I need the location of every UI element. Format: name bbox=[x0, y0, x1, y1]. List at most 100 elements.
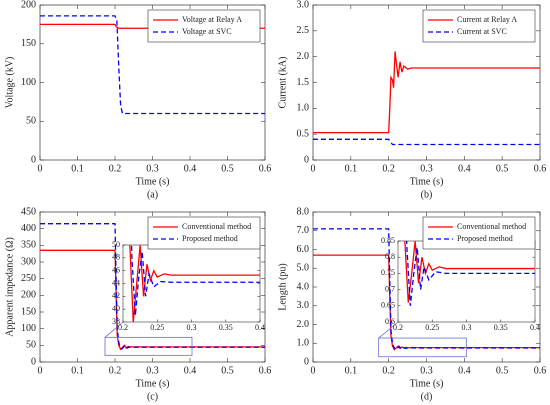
legend-box bbox=[422, 9, 536, 43]
series-line bbox=[130, 245, 260, 316]
y-tick-label: 5.0 bbox=[297, 263, 310, 274]
y-tick-label: 150 bbox=[21, 306, 36, 317]
y-tick-label: 0.7 bbox=[385, 284, 395, 293]
x-tick-label: 0.25 bbox=[425, 323, 439, 332]
y-tick-label: 2.0 bbox=[297, 51, 310, 62]
y-tick-label: 50 bbox=[112, 240, 120, 249]
y-tick-label: 300 bbox=[21, 256, 36, 267]
x-tick-label: 0.4 bbox=[184, 163, 197, 174]
x-tick-label: 0.4 bbox=[458, 365, 471, 376]
x-tick-label: 0.3 bbox=[146, 365, 159, 376]
y-tick-label: 0.5 bbox=[297, 128, 310, 139]
y-tick-label: 150 bbox=[21, 38, 36, 49]
plot-area bbox=[313, 51, 540, 146]
caption: (b) bbox=[421, 189, 433, 200]
y-tick-label: 200 bbox=[21, 0, 36, 10]
x-tick-label: 0.4 bbox=[255, 323, 265, 332]
y-tick-label: 100 bbox=[21, 323, 36, 334]
x-tick-label: 0.4 bbox=[530, 323, 540, 332]
x-tick-label: 0.1 bbox=[345, 365, 358, 376]
zoom-region bbox=[104, 336, 193, 356]
x-tick-label: 0.2 bbox=[109, 365, 122, 376]
y-tick-label: 250 bbox=[21, 273, 36, 284]
legend-label: Proposed method bbox=[182, 234, 238, 243]
y-axis-label: Apparent impedance (Ω) bbox=[4, 237, 15, 337]
legend-label: Current at Relay A bbox=[457, 15, 517, 24]
caption: (a) bbox=[147, 189, 158, 200]
x-tick-label: 0 bbox=[38, 163, 43, 174]
y-tick-label: 1.0 bbox=[297, 338, 310, 349]
x-tick-label: 0.5 bbox=[496, 365, 509, 376]
y-tick-label: 0 bbox=[304, 154, 309, 165]
x-tick-label: 0.3 bbox=[420, 163, 433, 174]
x-tick-label: 0.3 bbox=[462, 323, 472, 332]
y-tick-label: 200 bbox=[21, 290, 36, 301]
x-tick-label: 0.6 bbox=[534, 365, 547, 376]
zoom-region bbox=[378, 337, 467, 358]
y-tick-label: 7.0 bbox=[297, 225, 310, 236]
x-tick-label: 0.6 bbox=[259, 163, 272, 174]
x-tick-label: 0.35 bbox=[219, 323, 233, 332]
zoom-connector bbox=[378, 321, 399, 339]
y-tick-label: 8.0 bbox=[297, 206, 310, 217]
y-tick-label: 6.0 bbox=[297, 244, 310, 255]
y-axis-label: Length (pu) bbox=[277, 263, 288, 311]
y-tick-label: 50 bbox=[26, 340, 36, 351]
legend-box bbox=[147, 216, 261, 250]
plot-area bbox=[129, 245, 260, 322]
x-axis-label: Time (s) bbox=[410, 378, 444, 389]
x-tick-label: 0.6 bbox=[259, 365, 272, 376]
series-line bbox=[313, 228, 540, 351]
x-tick-label: 0.1 bbox=[71, 365, 84, 376]
x-tick-label: 0.1 bbox=[71, 163, 84, 174]
y-tick-label: 450 bbox=[21, 206, 36, 217]
y-tick-label: 1.5 bbox=[297, 77, 310, 88]
series-line bbox=[313, 138, 540, 146]
y-tick-label: 3.0 bbox=[297, 300, 310, 311]
y-tick-label: 0.85 bbox=[381, 236, 395, 245]
legend-label: Voltage at SVC bbox=[182, 27, 232, 36]
plot-area bbox=[404, 241, 535, 306]
y-tick-label: 1.0 bbox=[297, 103, 310, 114]
legend-label: Conventional method bbox=[182, 222, 251, 231]
x-tick-label: 0.2 bbox=[382, 365, 395, 376]
y-tick-label: 2.5 bbox=[297, 25, 310, 36]
x-tick-label: 0 bbox=[311, 365, 316, 376]
x-tick-label: 0.5 bbox=[221, 365, 234, 376]
legend-box bbox=[147, 9, 261, 43]
y-tick-label: 0 bbox=[31, 154, 36, 165]
y-tick-label: 3.0 bbox=[297, 0, 310, 10]
caption: (c) bbox=[147, 391, 158, 402]
x-tick-label: 0.4 bbox=[184, 365, 197, 376]
x-tick-label: 0.6 bbox=[534, 163, 547, 174]
x-tick-label: 0.35 bbox=[494, 323, 508, 332]
y-tick-label: 40 bbox=[112, 304, 120, 313]
x-tick-label: 0.3 bbox=[420, 365, 433, 376]
y-tick-label: 4.0 bbox=[297, 281, 310, 292]
series-line bbox=[40, 15, 265, 115]
x-tick-label: 0.3 bbox=[146, 163, 159, 174]
y-tick-label: 0.8 bbox=[385, 252, 395, 261]
x-tick-label: 0.2 bbox=[118, 323, 128, 332]
legend-box bbox=[422, 216, 536, 250]
y-tick-label: 50 bbox=[26, 116, 36, 127]
y-tick-label: 0.75 bbox=[381, 268, 395, 277]
x-tick-label: 0.2 bbox=[393, 323, 403, 332]
series-line bbox=[40, 223, 265, 351]
x-tick-label: 0.1 bbox=[345, 163, 358, 174]
x-tick-label: 0.5 bbox=[221, 163, 234, 174]
x-tick-label: 0 bbox=[38, 365, 43, 376]
y-tick-label: 0.65 bbox=[381, 301, 395, 310]
plot-area bbox=[313, 228, 540, 351]
y-tick-label: 2.0 bbox=[297, 319, 310, 330]
x-tick-label: 0.3 bbox=[187, 323, 197, 332]
caption: (d) bbox=[421, 391, 433, 402]
y-tick-label: 0 bbox=[304, 356, 309, 367]
x-tick-label: 0.25 bbox=[150, 323, 164, 332]
zoom-connector bbox=[104, 321, 124, 338]
legend-label: Conventional method bbox=[457, 222, 526, 231]
legend-label: Voltage at Relay A bbox=[182, 15, 242, 24]
legend-label: Proposed method bbox=[457, 234, 513, 243]
y-tick-label: 44 bbox=[112, 278, 120, 287]
inset-box bbox=[122, 244, 261, 323]
